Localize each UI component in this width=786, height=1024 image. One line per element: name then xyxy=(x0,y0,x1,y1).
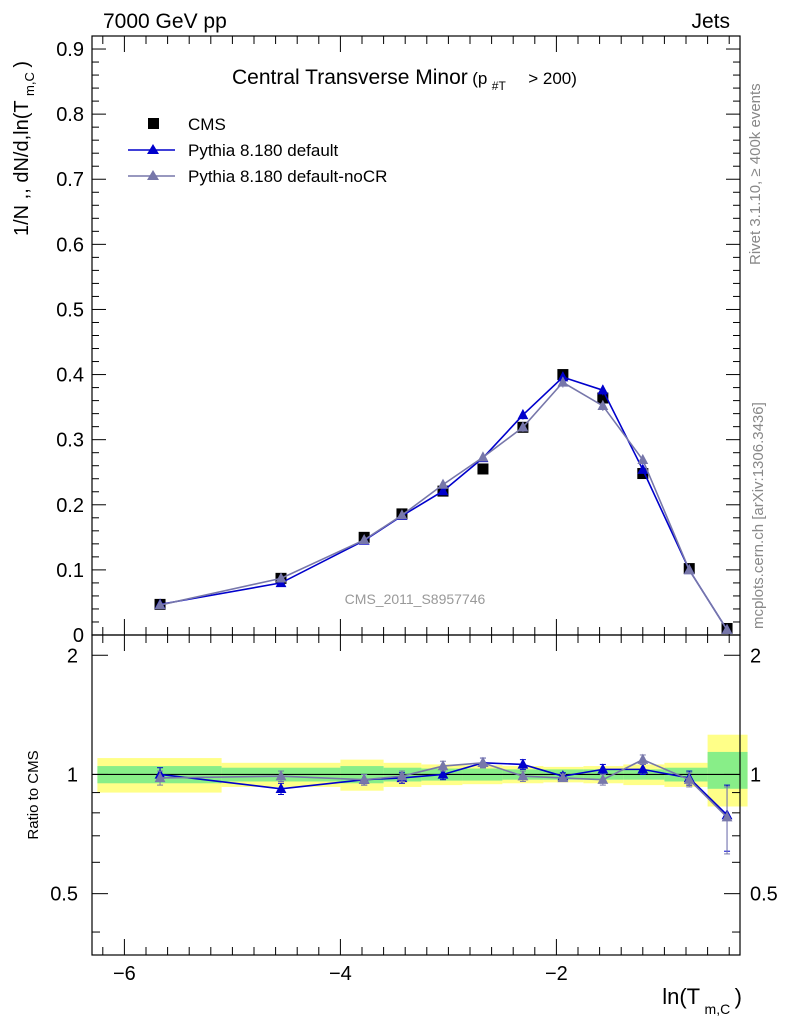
ratio-band-inner xyxy=(707,751,748,789)
ratio-pythia-nocr-point xyxy=(557,771,569,783)
ratio-y-tick-label-right: 0.5 xyxy=(750,884,778,906)
pythia-default-point xyxy=(597,384,609,395)
main-y-tick-label: 0.3 xyxy=(56,430,84,452)
pythia-nocr-line xyxy=(159,381,728,631)
x-axis-label-suffix: ) xyxy=(735,984,742,1009)
plot-title-cut-suffix: > 200) xyxy=(528,69,577,88)
pythia-nocr-point xyxy=(683,563,695,575)
pythia-default-point xyxy=(637,463,649,474)
header-right-label: Jets xyxy=(691,10,730,33)
pythia-nocr-point xyxy=(517,421,529,432)
ratio-pythia-nocr-point xyxy=(437,760,449,771)
ratio-panel: −6 −4 −2 0.5 0.5 1 1 2 2 xyxy=(50,634,778,985)
pythia-nocr-point xyxy=(597,399,609,411)
pythia-nocr-point xyxy=(477,451,489,462)
legend-pythia-nocr-label: Pythia 8.180 default-noCR xyxy=(188,167,387,186)
plot-title-main: Central Transverse Minor xyxy=(232,66,468,89)
ratio-y-tick-label: 1 xyxy=(67,764,78,786)
x-tick-label: −4 xyxy=(329,963,352,985)
ratio-pythia-nocr-point xyxy=(597,773,609,784)
x-tick-label: −2 xyxy=(545,963,568,985)
rivet-version-label: Rivet 3.1.10, ≥ 400k events xyxy=(747,83,764,265)
main-y-tick-label: 0.1 xyxy=(56,560,84,582)
pythia-nocr-point xyxy=(358,533,370,545)
legend-pythia-default-marker xyxy=(147,144,159,154)
ratio-pythia-nocr-point xyxy=(154,771,166,783)
main-y-tick-label: 0.5 xyxy=(56,299,84,321)
pythia-nocr-point xyxy=(396,509,408,520)
pythia-default-point xyxy=(557,371,569,382)
main-y-tick-label: 0.6 xyxy=(56,234,84,256)
pythia-nocr-point xyxy=(275,572,287,583)
ratio-y-axis-label: Ratio to CMS xyxy=(25,750,42,839)
main-y-tick-label: 0.2 xyxy=(56,495,84,517)
pythia-nocr-point xyxy=(437,478,449,489)
x-axis-label-prefix: ln(T xyxy=(662,984,700,1009)
legend-pythia-default-label: Pythia 8.180 default xyxy=(188,141,339,160)
main-y-tick-label: 0.4 xyxy=(56,365,84,387)
plot-title-cut-sub: #T xyxy=(492,79,507,93)
main-series-layer xyxy=(154,369,733,634)
pythia-nocr-point xyxy=(557,376,569,387)
main-y-tick-label: 0 xyxy=(73,625,84,647)
legend-cms-marker xyxy=(148,118,159,129)
ratio-pythia-default-point xyxy=(275,782,287,793)
main-y-axis-label: 1/N ,, dN/d,ln(T m,C ) xyxy=(11,61,38,236)
ratio-pythia-nocr-point xyxy=(358,773,370,784)
pythia-default-line xyxy=(159,376,728,631)
main-y-tick-label: 0.7 xyxy=(56,169,84,191)
ratio-y-tick-label: 0.5 xyxy=(50,884,78,906)
ratio-plot-frame xyxy=(91,634,741,956)
legend-pythia-nocr-marker xyxy=(147,170,159,180)
ratio-pythia-nocr-point xyxy=(477,756,489,768)
x-axis-label: ln(T m,C ) xyxy=(662,984,742,1018)
x-tick-label: −6 xyxy=(113,963,136,985)
ratio-pythia-default-point xyxy=(517,758,529,769)
ratio-pythia-default-point xyxy=(597,763,609,774)
ratio-pythia-nocr-point xyxy=(396,770,408,781)
legend: CMS Pythia 8.180 default Pythia 8.180 de… xyxy=(128,115,387,186)
main-y-axis-label-prefix: 1/N ,, dN/d,ln(T xyxy=(11,100,33,236)
ratio-pythia-nocr-point xyxy=(683,773,695,784)
ratio-y-tick-label-right: 1 xyxy=(750,764,761,786)
ratio-pythia-default-point xyxy=(637,763,649,774)
ratio-pythia-nocr-point xyxy=(517,770,529,781)
cms-data-point xyxy=(597,392,609,404)
x-axis-label-sub: m,C xyxy=(705,1001,731,1017)
plot-title: Central Transverse Minor (p #T > 200) xyxy=(232,66,577,94)
main-y-axis-label-suffix: ) xyxy=(11,61,33,68)
analysis-watermark: CMS_2011_S8957746 xyxy=(345,591,486,607)
ratio-series-layer xyxy=(154,753,733,855)
pythia-nocr-point xyxy=(637,453,649,465)
main-y-tick-label: 0.9 xyxy=(56,39,84,61)
pythia-nocr-point xyxy=(154,599,166,610)
ratio-y-tick-label-right: 2 xyxy=(750,645,761,667)
main-y-tick-label: 0.8 xyxy=(56,104,84,126)
plot-title-cut-prefix: (p xyxy=(472,69,487,88)
pythia-default-point xyxy=(437,485,449,496)
pythia-default-point xyxy=(517,408,529,420)
ratio-pythia-nocr-line xyxy=(160,758,728,818)
header-left-label: 7000 GeV pp xyxy=(103,10,227,33)
ratio-pythia-nocr-point xyxy=(275,770,287,781)
mcplots-reference-label: mcplots.cern.ch [arXiv:1306.3436] xyxy=(750,402,767,629)
ratio-y-tick-label: 2 xyxy=(67,645,78,667)
ratio-pythia-default-line xyxy=(159,762,728,816)
ratio-pythia-nocr-point xyxy=(637,753,649,764)
ratio-pythia-default-point xyxy=(437,768,449,779)
ratio-pythia-nocr-point xyxy=(721,811,733,822)
cms-data-point xyxy=(477,463,489,475)
main-y-axis-label-sub: m,C xyxy=(22,72,37,96)
pythia-nocr-point xyxy=(721,623,733,634)
legend-cms-label: CMS xyxy=(188,115,226,134)
